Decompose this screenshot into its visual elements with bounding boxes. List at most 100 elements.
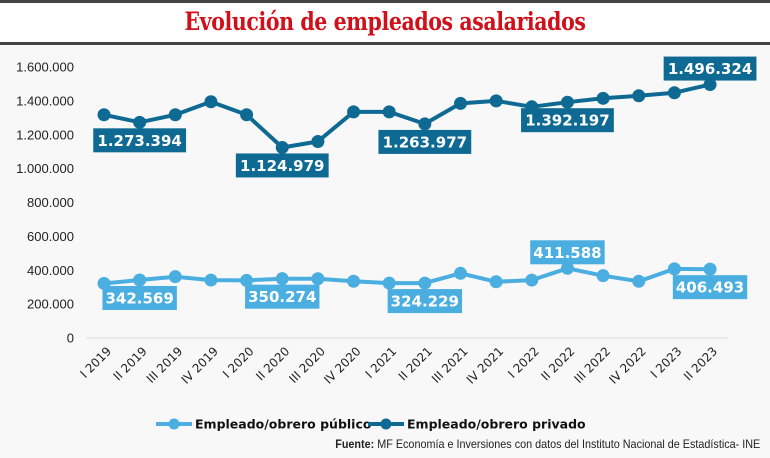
data-label-box [378,129,472,154]
y-axis: 0 200.000 400.000 600.000 800.000 1.000.000 1.… [16,60,74,346]
x-tick-label: IV 2020 [321,344,364,387]
data-point-private [275,140,289,154]
data-label-box [663,56,757,81]
data-point-public [275,272,289,286]
data-point-private [240,108,254,122]
data-point-private [347,105,361,119]
data-point-private [560,95,574,109]
data-point-private [382,105,396,119]
data-label-text: 411.588 [533,244,601,262]
data-point-public [667,262,681,276]
data-label-public: 411.588 [530,240,605,265]
data-point-private [97,108,111,122]
source-note: Fuente: MF Economía e Inversiones con da… [335,437,760,451]
data-point-private [454,96,467,110]
data-label-text: 406.493 [676,279,744,297]
data-label-text: 1.263.977 [383,133,467,151]
title-bar: Evolución de empleados asalariados [0,0,770,45]
x-tick-label: III 2022 [572,344,614,386]
x-tick-label: I 2020 [220,344,257,381]
legend-marker-icon [380,418,392,430]
data-point-public [347,274,361,288]
y-tick-label: 400.000 [27,263,74,278]
data-point-private [667,86,681,100]
data-label-text: 1.496.324 [668,60,752,78]
data-label-box [672,275,748,300]
data-label-box [102,285,177,310]
data-point-private [632,89,646,103]
data-point-public [168,270,182,284]
y-tick-label: 0 [67,331,74,346]
data-label-text: 342.569 [105,289,173,307]
data-point-public [454,266,467,280]
data-label-box [521,108,614,133]
data-label-box [387,289,463,314]
data-point-public [632,274,646,288]
data-label-private: 1.496.324 [663,56,757,81]
x-tick-label: I 2019 [77,344,114,381]
y-tick-label: 600.000 [27,229,74,244]
x-tick-label: III 2021 [429,344,471,386]
data-point-public [204,273,218,287]
y-tick-label: 1.400.000 [16,93,74,108]
data-label-box [530,240,605,265]
legend-item-public: Empleado/obrero público [156,417,372,432]
y-tick-label: 1.000.000 [16,161,74,176]
source-label: Fuente: [334,437,374,451]
data-label-text: 1.273.394 [97,132,181,150]
chart-title: Evolución de empleados asalariados [184,7,586,36]
data-labels: 342.569 350.274 324.229 411.588 406.493 1.273… [93,56,757,314]
data-point-private [418,117,432,131]
data-point-public [311,272,325,286]
data-point-public [240,273,254,287]
x-tick-label: IV 2022 [606,344,649,387]
x-tick-label: I 2023 [648,344,685,381]
source-text: MF Economía e Inversiones con datos del … [373,437,760,451]
series-public [97,261,717,290]
data-point-public [382,276,396,290]
legend-label: Empleado/obrero privado [407,417,586,432]
data-label-public: 406.493 [672,275,748,300]
data-label-private: 1.263.977 [378,129,472,154]
y-tick-label: 1.200.000 [16,127,74,142]
y-tick-label: 200.000 [27,297,74,312]
data-label-private: 1.124.979 [235,153,329,178]
series-line-public [103,266,711,286]
data-point-private [168,108,182,122]
data-label-text: 1.124.979 [240,157,324,175]
legend-label: Empleado/obrero público [195,417,372,432]
legend-item-private: Empleado/obrero privado [368,417,586,432]
data-label-text: 350.274 [248,288,316,306]
x-tick-label: I 2021 [363,344,400,381]
x-tick-label: II 2023 [681,344,720,383]
data-point-private [311,135,325,149]
data-label-public: 350.274 [245,284,320,309]
data-point-private [596,91,610,105]
data-label-text: 1.392.197 [525,112,609,130]
x-tick-label: III 2019 [144,344,186,386]
data-point-public [489,275,503,289]
series-group [97,78,717,290]
data-point-public [703,262,717,276]
x-tick-label: I 2022 [505,344,542,381]
y-tick-label: 1.600.000 [16,60,74,75]
data-point-public [133,273,147,287]
data-label-public: 324.229 [387,289,463,314]
legend-marker-icon [168,418,180,430]
x-tick-label: IV 2019 [179,344,222,387]
data-label-private: 1.392.197 [521,108,614,133]
x-tick-label: III 2020 [286,344,328,386]
data-label-text: 324.229 [391,293,459,311]
data-label-box [93,128,187,153]
data-point-public [560,261,574,275]
data-point-public [418,276,432,290]
data-label-private: 1.273.394 [93,128,187,153]
data-point-private [489,94,503,108]
data-point-private [133,115,147,129]
data-point-private [703,78,717,92]
x-tick-label: IV 2021 [464,344,507,387]
data-point-private [204,95,218,109]
data-point-public [596,269,610,283]
